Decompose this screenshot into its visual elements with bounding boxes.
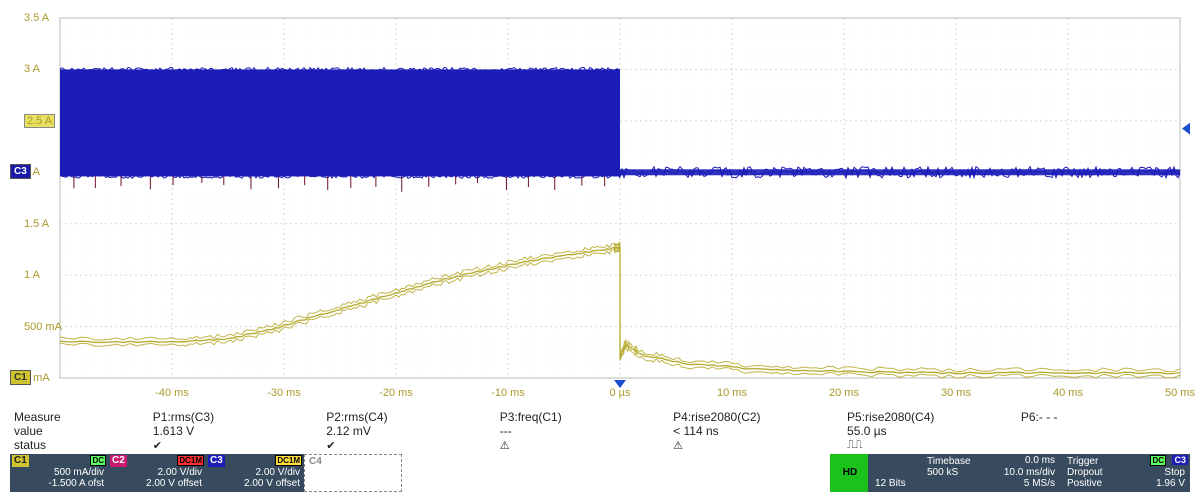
meas-value	[1017, 424, 1190, 438]
meas-value: < 114 ns	[669, 424, 843, 438]
y-axis-label: 500 mA	[24, 321, 62, 333]
meas-status: ✔	[149, 438, 322, 452]
channel-tag: C3	[208, 455, 225, 467]
y-axis-label: 1 A	[24, 269, 40, 281]
waveform-plot: 3.5 A3 A2.5 A2 A1.5 A1 A500 mA0 mA -40 m…	[10, 10, 1190, 405]
meas-label: Measure	[10, 410, 149, 424]
x-axis-label: 0 µs	[609, 387, 630, 399]
plot-svg	[10, 10, 1190, 405]
meas-status: ⎍⎍	[843, 438, 1017, 452]
y-axis-label: 3 A	[24, 63, 40, 75]
x-axis-label: -20 ms	[379, 387, 413, 399]
x-axis-label: 10 ms	[717, 387, 747, 399]
channel-tag: C2	[110, 455, 127, 467]
timebase-box[interactable]: Timebase0.0 ms500 kS10.0 ms/div5 MS/s	[920, 454, 1060, 492]
meas-status: ⚠	[496, 438, 669, 452]
y-axis-label: 3.5 A	[24, 12, 49, 24]
oscilloscope-screenshot: { "plot": { "width_px": 1180, "height_px…	[0, 0, 1200, 501]
channel-vdiv: 2.00 V/div	[256, 467, 300, 479]
channel-settings-box[interactable]: C2 DC1M2.00 V/div2.00 V offset	[108, 454, 206, 492]
channel-settings-box[interactable]: C3 DC1M2.00 V/div2.00 V offset	[206, 454, 304, 492]
meas-value: 55.0 µs	[843, 424, 1017, 438]
coupling-badge: DC1M	[275, 455, 302, 466]
x-axis-label: -30 ms	[267, 387, 301, 399]
channel-vdiv: 500 mA/div	[54, 467, 104, 479]
meas-value: ---	[496, 424, 669, 438]
meas-row-label: value	[10, 424, 149, 438]
meas-param: P2:rms(C4)	[322, 410, 495, 424]
meas-param: P6:- - -	[1017, 410, 1190, 424]
channel-offset: 2.00 V offset	[244, 478, 300, 490]
coupling-badge: DC1M	[177, 455, 204, 466]
resolution-box: 12 Bits	[868, 454, 920, 492]
coupling-badge: DC	[90, 455, 106, 466]
channel-vdiv: 2.00 V/div	[158, 467, 202, 479]
channel-tag: C4	[307, 456, 324, 468]
meas-status: ✔	[322, 438, 495, 452]
trigger-box[interactable]: TriggerC3DCDropoutStopPositive1.96 V	[1060, 454, 1190, 492]
channel-settings-box[interactable]: C1 DC500 mA/div-1.500 A ofst	[10, 454, 108, 492]
channel-offset: -1.500 A ofst	[48, 478, 104, 490]
measurements-table: MeasureP1:rms(C3)P2:rms(C4)P3:freq(C1)P4…	[10, 410, 1190, 452]
y-axis-label: 1.5 A	[24, 218, 49, 230]
x-axis-label: 40 ms	[1053, 387, 1083, 399]
meas-status: ⚠	[669, 438, 843, 452]
meas-status	[1017, 438, 1190, 452]
channel-tag: C1	[12, 455, 29, 467]
x-axis-label: -40 ms	[155, 387, 189, 399]
channel-offset: 2.00 V offset	[146, 478, 202, 490]
x-axis-label: 30 ms	[941, 387, 971, 399]
channel-settings-box[interactable]: C4	[304, 454, 402, 492]
footer-bar: C1DC500 mA/div-1.500 A ofstC2DC1M2.00 V/…	[10, 454, 1190, 492]
meas-param: P1:rms(C3)	[149, 410, 322, 424]
meas-param: P4:rise2080(C2)	[669, 410, 843, 424]
meas-value: 2.12 mV	[322, 424, 495, 438]
y-axis-label: 2.5 A	[24, 114, 55, 128]
meas-row-label: status	[10, 438, 149, 452]
x-axis-label: -10 ms	[491, 387, 525, 399]
meas-param: P3:freq(C1)	[496, 410, 669, 424]
meas-param: P5:rise2080(C4)	[843, 410, 1017, 424]
hd-badge: HD	[830, 454, 868, 492]
measurements-panel: MeasureP1:rms(C3)P2:rms(C4)P3:freq(C1)P4…	[10, 410, 1190, 452]
x-axis-label: 50 ms	[1165, 387, 1195, 399]
channel-badge: C1	[10, 370, 31, 385]
meas-value: 1.613 V	[149, 424, 322, 438]
x-axis-label: 20 ms	[829, 387, 859, 399]
channel-badge: C3	[10, 164, 31, 179]
